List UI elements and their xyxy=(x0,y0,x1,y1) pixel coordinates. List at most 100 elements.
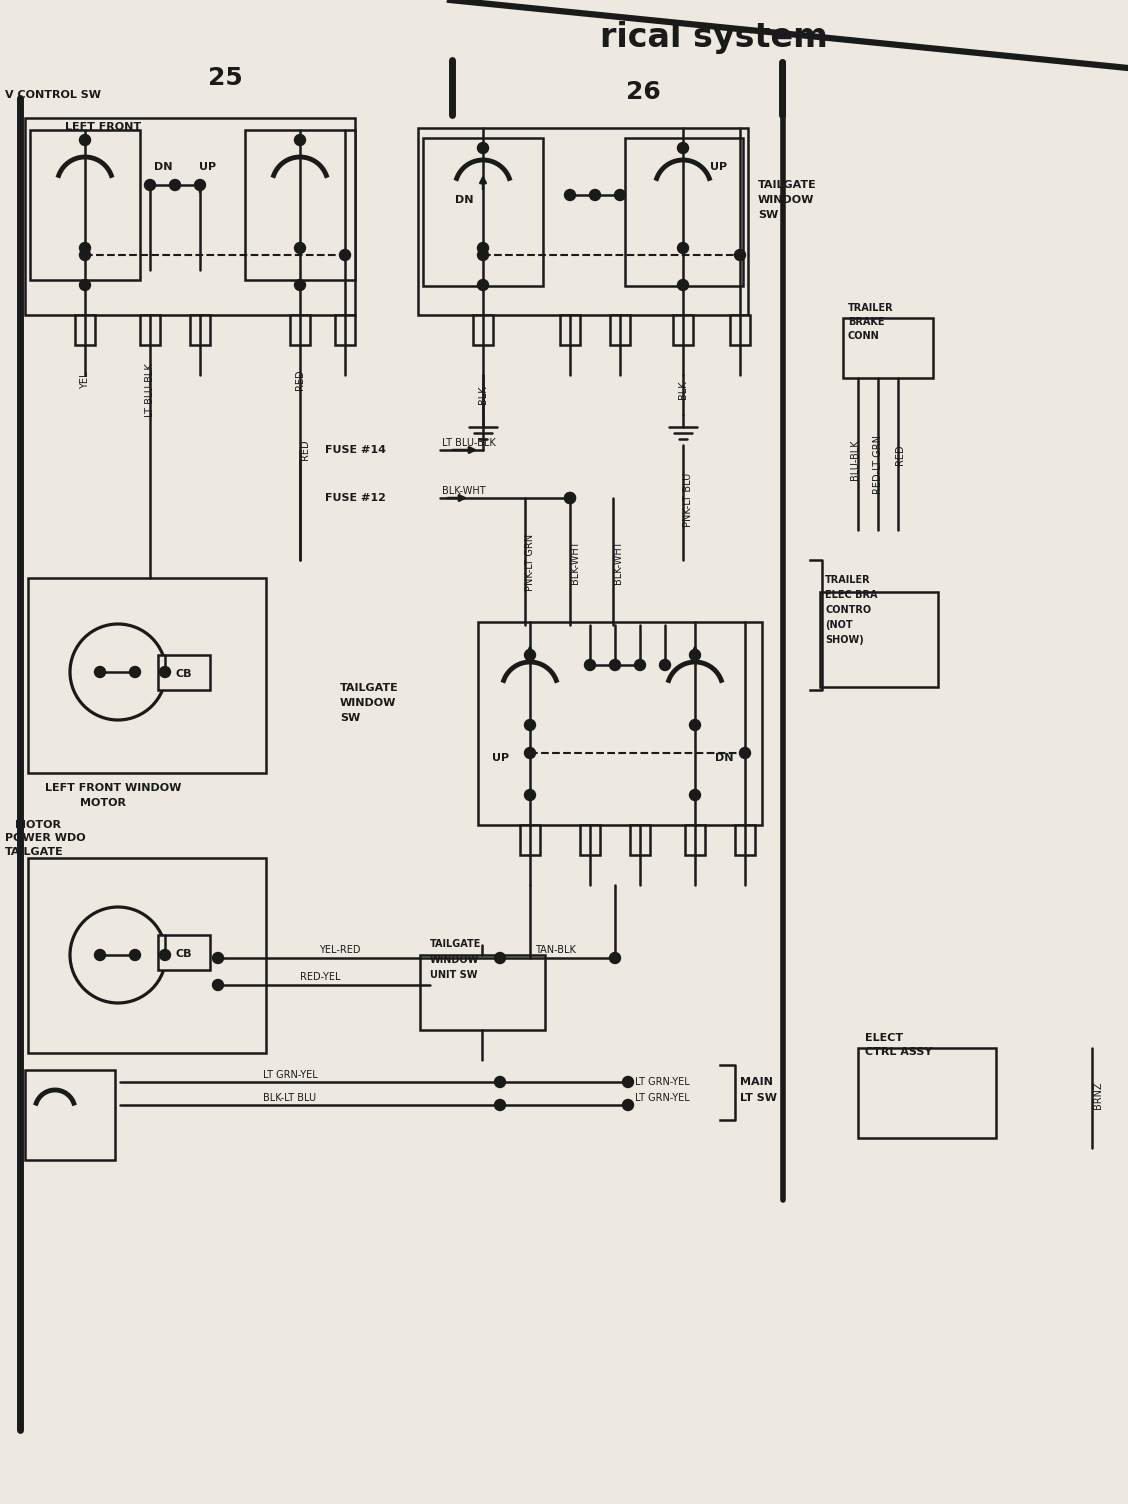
Text: SW: SW xyxy=(758,211,778,220)
Text: BRAKE: BRAKE xyxy=(848,317,884,326)
Text: DN: DN xyxy=(153,162,173,171)
Text: BRNZ: BRNZ xyxy=(1093,1081,1103,1108)
Text: BLK-WHT: BLK-WHT xyxy=(442,486,486,496)
Text: WINDOW: WINDOW xyxy=(758,196,814,205)
Bar xyxy=(423,138,543,286)
Text: UP: UP xyxy=(492,754,509,763)
Circle shape xyxy=(70,907,166,1003)
Bar xyxy=(580,826,600,854)
Bar xyxy=(190,314,210,344)
Bar xyxy=(820,593,938,687)
Bar xyxy=(25,117,355,314)
Text: WINDOW: WINDOW xyxy=(340,698,396,708)
Circle shape xyxy=(194,179,205,191)
Text: YEL-RED: YEL-RED xyxy=(319,945,361,955)
Text: DN: DN xyxy=(715,754,733,763)
Bar xyxy=(420,955,545,1030)
Circle shape xyxy=(294,280,306,290)
Bar xyxy=(30,129,140,280)
Bar xyxy=(74,314,95,344)
Circle shape xyxy=(590,190,600,200)
Bar xyxy=(730,314,750,344)
Text: rical system: rical system xyxy=(600,21,828,54)
Text: LT BLU-BLK: LT BLU-BLK xyxy=(442,438,495,448)
Text: DN: DN xyxy=(455,196,474,205)
Text: SW: SW xyxy=(340,713,360,723)
Text: CONTRO: CONTRO xyxy=(825,605,871,615)
Text: UNIT SW: UNIT SW xyxy=(430,970,477,981)
Text: LT BLU-BLK: LT BLU-BLK xyxy=(146,362,155,417)
Text: PNK-LT GRN: PNK-LT GRN xyxy=(525,534,535,591)
Circle shape xyxy=(734,250,746,260)
Circle shape xyxy=(525,790,536,800)
Circle shape xyxy=(95,666,106,677)
Bar xyxy=(735,826,755,854)
Circle shape xyxy=(477,143,488,153)
Text: BLK-LT BLU: BLK-LT BLU xyxy=(264,1093,317,1102)
Text: TRAILER: TRAILER xyxy=(825,575,871,585)
Circle shape xyxy=(689,650,700,660)
Bar xyxy=(418,128,748,314)
Circle shape xyxy=(494,1099,505,1110)
Bar xyxy=(158,656,210,690)
Text: BLK: BLK xyxy=(678,381,688,400)
Circle shape xyxy=(159,666,170,677)
Circle shape xyxy=(689,790,700,800)
Text: TAILGATE: TAILGATE xyxy=(5,847,64,857)
Circle shape xyxy=(689,719,700,731)
Text: TAN-BLK: TAN-BLK xyxy=(535,945,575,955)
Text: PNK-LT BLU: PNK-LT BLU xyxy=(682,472,693,526)
Circle shape xyxy=(144,179,156,191)
Circle shape xyxy=(584,659,596,671)
Text: BLK-WHT: BLK-WHT xyxy=(613,540,623,584)
Text: FUSE #12: FUSE #12 xyxy=(325,493,386,502)
Circle shape xyxy=(740,747,750,758)
Text: 25: 25 xyxy=(208,66,243,90)
Text: RED-YEL: RED-YEL xyxy=(300,972,341,982)
Text: RED: RED xyxy=(300,439,310,460)
Text: TAILGATE: TAILGATE xyxy=(758,180,817,190)
Bar xyxy=(335,314,355,344)
Text: FUSE #14: FUSE #14 xyxy=(325,445,386,456)
Text: WINDOW: WINDOW xyxy=(430,955,479,966)
Bar xyxy=(625,138,743,286)
Text: 26: 26 xyxy=(626,80,660,104)
Circle shape xyxy=(130,949,141,961)
Text: LEFT FRONT: LEFT FRONT xyxy=(65,122,141,132)
Circle shape xyxy=(79,250,90,260)
Text: CB: CB xyxy=(176,949,192,960)
Circle shape xyxy=(678,280,688,290)
Circle shape xyxy=(623,1077,634,1087)
Text: LT GRN-YEL: LT GRN-YEL xyxy=(635,1093,689,1102)
Circle shape xyxy=(477,280,488,290)
Circle shape xyxy=(159,949,170,961)
Circle shape xyxy=(494,952,505,964)
Circle shape xyxy=(169,179,180,191)
Bar xyxy=(685,826,705,854)
Bar xyxy=(140,314,160,344)
Circle shape xyxy=(609,952,620,964)
Bar xyxy=(610,314,631,344)
Text: CB: CB xyxy=(176,669,192,678)
Circle shape xyxy=(564,492,575,504)
Circle shape xyxy=(79,280,90,290)
Circle shape xyxy=(564,190,575,200)
Text: V CONTROL SW: V CONTROL SW xyxy=(5,90,102,99)
Bar xyxy=(28,857,266,1053)
Text: LT GRN-YEL: LT GRN-YEL xyxy=(263,1069,317,1080)
Circle shape xyxy=(623,1099,634,1110)
Text: TAILGATE: TAILGATE xyxy=(340,683,399,693)
Text: SHOW): SHOW) xyxy=(825,635,864,645)
Circle shape xyxy=(95,949,106,961)
Circle shape xyxy=(294,242,306,254)
Circle shape xyxy=(212,952,223,964)
Circle shape xyxy=(212,979,223,991)
Text: POWER WDO: POWER WDO xyxy=(5,833,86,844)
Circle shape xyxy=(564,492,575,504)
Circle shape xyxy=(525,719,536,731)
Circle shape xyxy=(660,659,670,671)
Circle shape xyxy=(79,242,90,254)
Text: UP: UP xyxy=(200,162,217,171)
Text: BLK-WHT: BLK-WHT xyxy=(570,540,580,584)
Text: RED-LT GRN: RED-LT GRN xyxy=(873,436,883,495)
